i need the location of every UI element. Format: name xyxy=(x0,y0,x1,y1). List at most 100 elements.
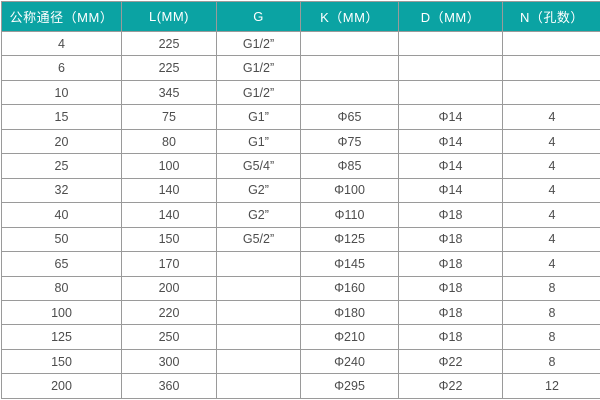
header-hole-diameter-d: D（MM） xyxy=(398,1,503,32)
header-length-l: L(MM) xyxy=(121,1,217,32)
table-row: 150 300 Φ240 Φ22 8 xyxy=(1,348,600,375)
table-row: 20 80 G1” Φ75 Φ14 4 xyxy=(1,128,600,155)
header-nominal-diameter: 公称通径（MM） xyxy=(1,1,122,32)
cell-n: 4 xyxy=(502,104,600,130)
cell-dn: 65 xyxy=(1,251,122,277)
header-bolt-circle-k: K（MM） xyxy=(300,1,399,32)
cell-dn: 100 xyxy=(1,299,122,326)
cell-d xyxy=(398,30,503,57)
cell-dn: 6 xyxy=(1,55,122,81)
cell-d: Φ18 xyxy=(398,226,503,253)
cell-g: G2” xyxy=(216,202,301,228)
cell-d: Φ14 xyxy=(398,153,503,179)
cell-g: G1/2” xyxy=(216,55,301,81)
cell-d: Φ18 xyxy=(398,202,503,228)
cell-k: Φ125 xyxy=(300,226,399,253)
cell-g xyxy=(216,373,301,399)
cell-l: 345 xyxy=(121,79,217,106)
cell-n: 4 xyxy=(502,177,600,204)
table-row: 10 345 G1/2” xyxy=(1,79,600,106)
cell-d: Φ22 xyxy=(398,348,503,375)
cell-k: Φ240 xyxy=(300,348,399,375)
cell-n: 4 xyxy=(502,153,600,179)
table-row: 200 360 Φ295 Φ22 12 xyxy=(1,373,600,399)
cell-l: 100 xyxy=(121,153,217,179)
cell-d xyxy=(398,79,503,106)
cell-d: Φ18 xyxy=(398,251,503,277)
table-row: 125 250 Φ210 Φ18 8 xyxy=(1,324,600,350)
table-body: 4 225 G1/2” 6 225 G1/2” 10 345 G1/2” 15 75 G1” Φ65 Φ1… xyxy=(1,30,600,399)
table-row: 15 75 G1” Φ65 Φ14 4 xyxy=(1,104,600,130)
cell-l: 300 xyxy=(121,348,217,375)
cell-dn: 4 xyxy=(1,30,122,57)
cell-n: 12 xyxy=(502,373,600,399)
cell-l: 140 xyxy=(121,202,217,228)
cell-l: 220 xyxy=(121,299,217,326)
cell-l: 360 xyxy=(121,373,217,399)
cell-k: Φ210 xyxy=(300,324,399,350)
cell-l: 140 xyxy=(121,177,217,204)
cell-k xyxy=(300,55,399,81)
table-row: 80 200 Φ160 Φ18 8 xyxy=(1,275,600,301)
table-row: 25 100 G5/4” Φ85 Φ14 4 xyxy=(1,153,600,179)
cell-dn: 200 xyxy=(1,373,122,399)
cell-l: 250 xyxy=(121,324,217,350)
cell-k: Φ75 xyxy=(300,128,399,155)
cell-k xyxy=(300,30,399,57)
cell-d: Φ14 xyxy=(398,128,503,155)
cell-n: 4 xyxy=(502,128,600,155)
table-header: 公称通径（MM） L(MM) G K（MM） D（MM） N（孔数） xyxy=(1,1,600,32)
cell-g: G1” xyxy=(216,128,301,155)
cell-n xyxy=(502,55,600,81)
cell-dn: 150 xyxy=(1,348,122,375)
cell-k: Φ85 xyxy=(300,153,399,179)
cell-n: 8 xyxy=(502,299,600,326)
cell-k: Φ65 xyxy=(300,104,399,130)
cell-g xyxy=(216,251,301,277)
cell-d: Φ18 xyxy=(398,324,503,350)
cell-g xyxy=(216,299,301,326)
table-row: 32 140 G2” Φ100 Φ14 4 xyxy=(1,177,600,204)
cell-g: G5/4” xyxy=(216,153,301,179)
cell-k: Φ295 xyxy=(300,373,399,399)
cell-k: Φ110 xyxy=(300,202,399,228)
table-row: 50 150 G5/2” Φ125 Φ18 4 xyxy=(1,226,600,253)
cell-dn: 32 xyxy=(1,177,122,204)
cell-dn: 10 xyxy=(1,79,122,106)
cell-g: G1” xyxy=(216,104,301,130)
header-thread-g: G xyxy=(216,1,301,32)
cell-g: G1/2” xyxy=(216,30,301,57)
cell-k: Φ160 xyxy=(300,275,399,301)
cell-g xyxy=(216,348,301,375)
table-row: 40 140 G2” Φ110 Φ18 4 xyxy=(1,202,600,228)
cell-n xyxy=(502,30,600,57)
cell-d: Φ14 xyxy=(398,104,503,130)
cell-dn: 15 xyxy=(1,104,122,130)
cell-k: Φ145 xyxy=(300,251,399,277)
cell-g: G2” xyxy=(216,177,301,204)
cell-l: 225 xyxy=(121,30,217,57)
cell-g xyxy=(216,324,301,350)
cell-l: 75 xyxy=(121,104,217,130)
cell-l: 225 xyxy=(121,55,217,81)
cell-g: G5/2” xyxy=(216,226,301,253)
cell-g xyxy=(216,275,301,301)
cell-dn: 25 xyxy=(1,153,122,179)
cell-n: 8 xyxy=(502,275,600,301)
cell-l: 150 xyxy=(121,226,217,253)
cell-d: Φ18 xyxy=(398,275,503,301)
cell-n xyxy=(502,79,600,106)
cell-g: G1/2” xyxy=(216,79,301,106)
cell-n: 8 xyxy=(502,324,600,350)
cell-n: 8 xyxy=(502,348,600,375)
cell-l: 170 xyxy=(121,251,217,277)
cell-dn: 80 xyxy=(1,275,122,301)
table-row: 4 225 G1/2” xyxy=(1,30,600,57)
cell-l: 80 xyxy=(121,128,217,155)
table-row: 6 225 G1/2” xyxy=(1,55,600,81)
cell-l: 200 xyxy=(121,275,217,301)
cell-d xyxy=(398,55,503,81)
cell-dn: 20 xyxy=(1,128,122,155)
cell-k: Φ100 xyxy=(300,177,399,204)
